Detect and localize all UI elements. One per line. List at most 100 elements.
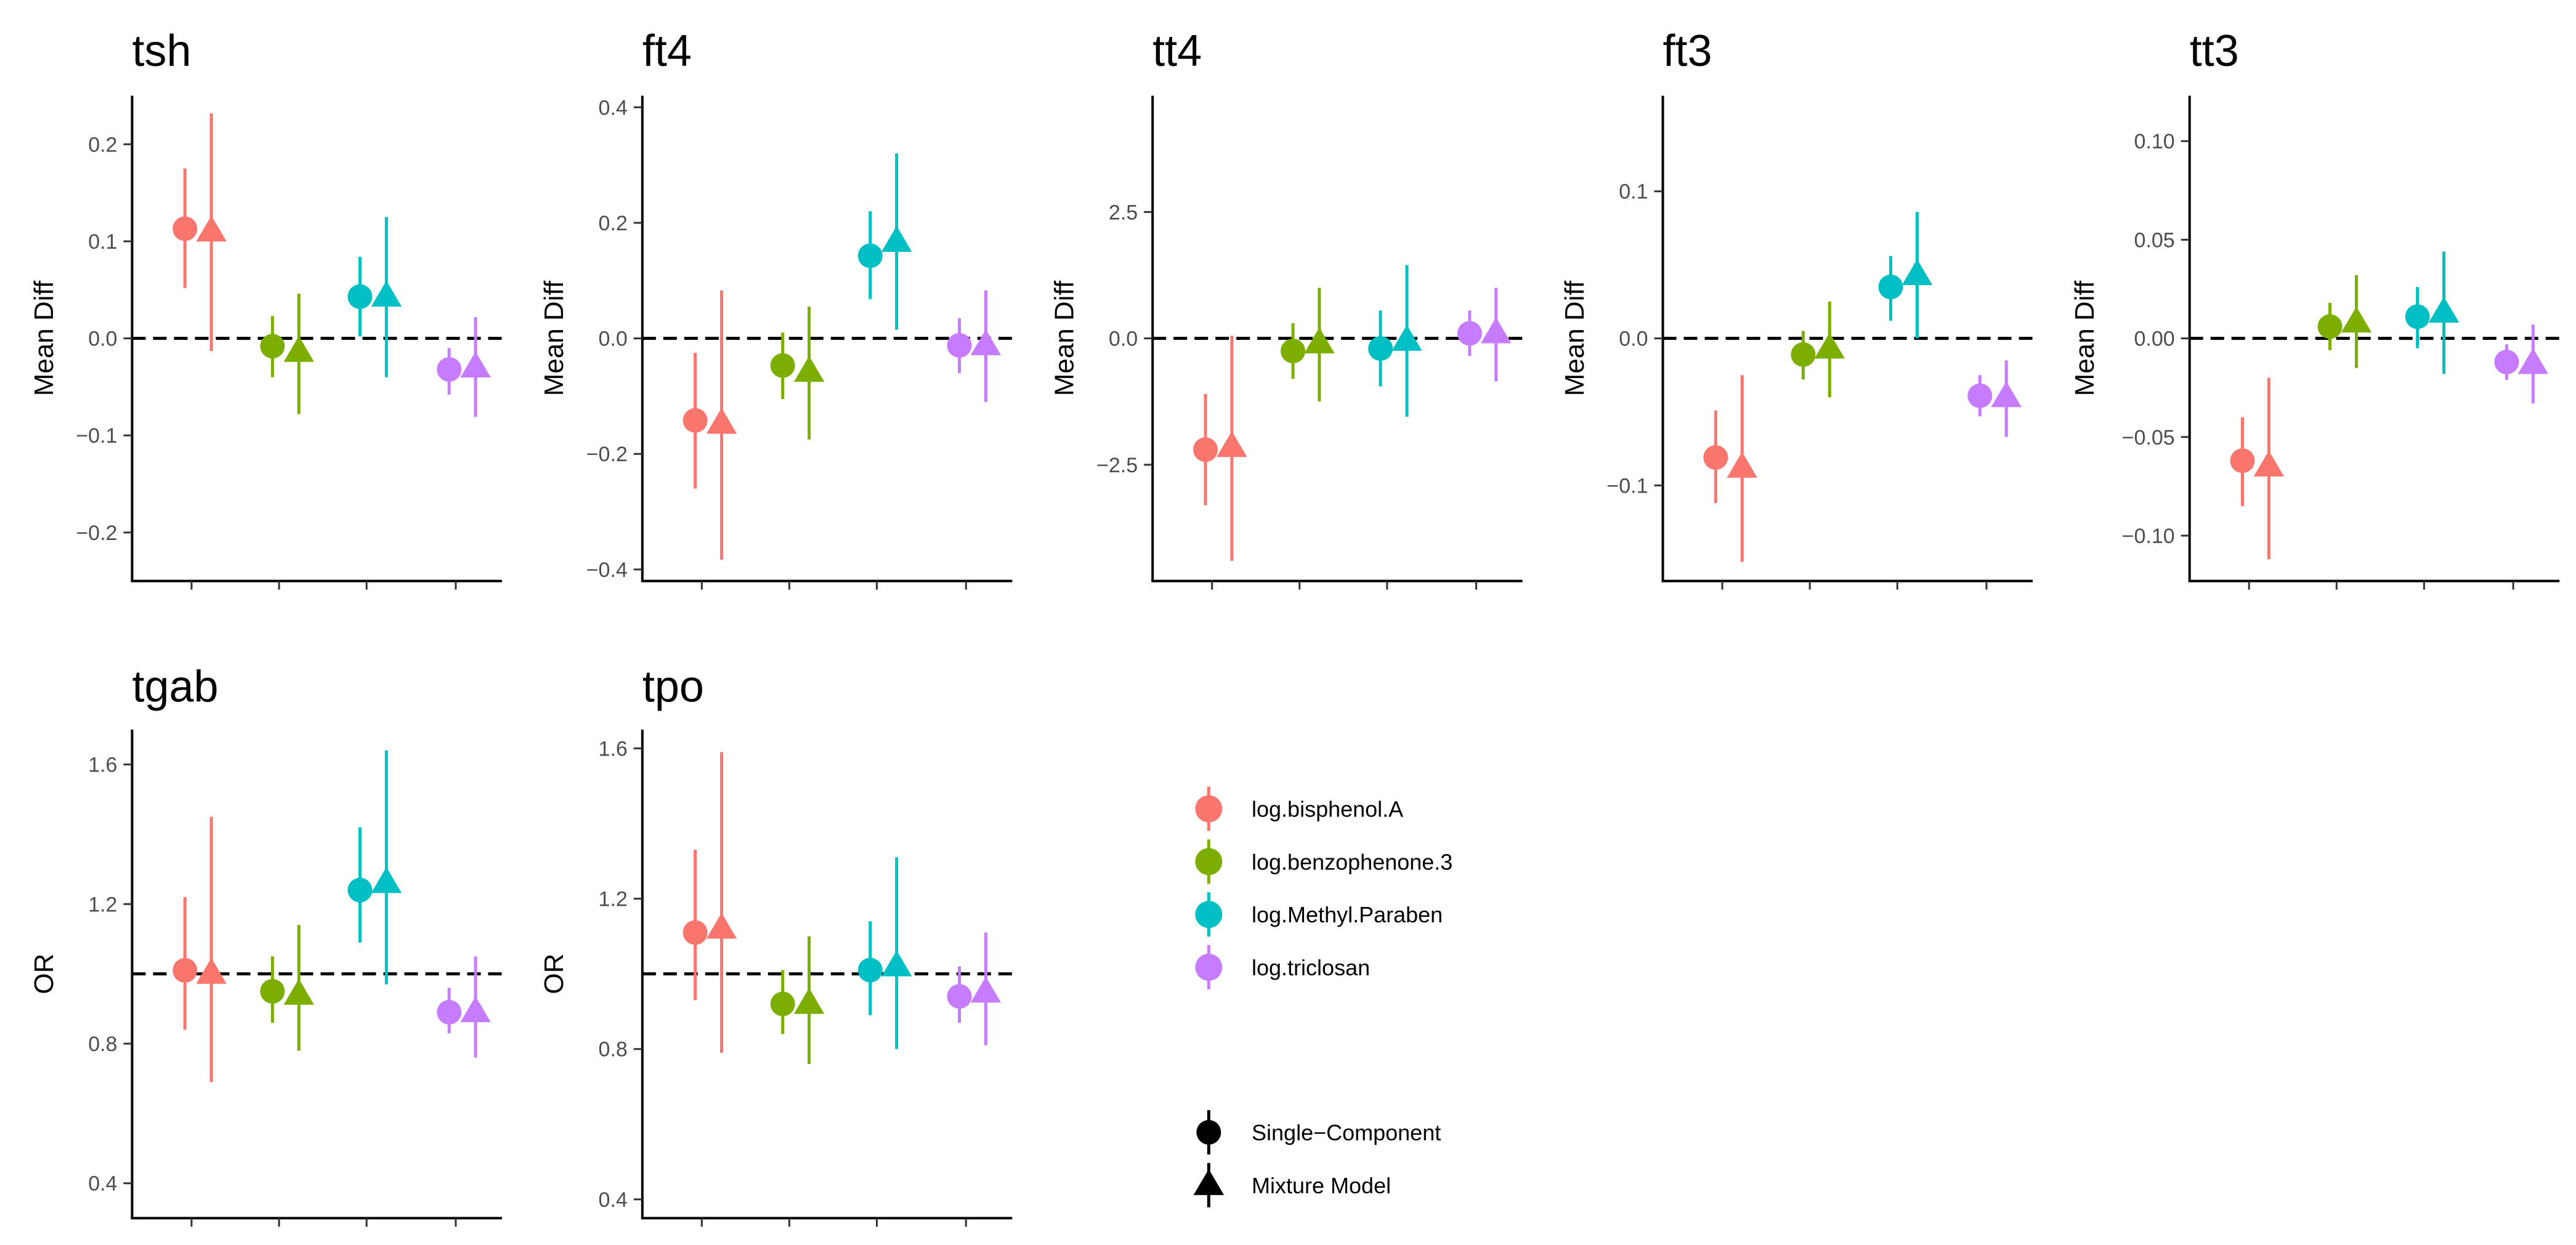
y-tick-label: 0.10 (2134, 130, 2175, 153)
legend-key-circle (1196, 1120, 1221, 1145)
legend-label: log.bisphenol.A (1252, 797, 1403, 822)
point-single-log.triclosan (1457, 321, 1482, 346)
panel-ft3: ft3 Mean Diff 0.1 0.0 −0.1 (1560, 26, 2033, 590)
point-single-log.bisphenol.A (172, 216, 198, 241)
point-single-log.Methyl.Paraben (2405, 304, 2430, 329)
point-mixture-log.triclosan (460, 996, 491, 1023)
point-mixture-log.triclosan (1991, 381, 2022, 408)
panels: tsh Mean Diff 0.2 0.1 0.0 −0.1 −0.2 ft4 Mean Dif… (29, 26, 2560, 1227)
panel-title: tt3 (2190, 26, 2239, 76)
point-mixture-log.triclosan (970, 329, 1002, 355)
y-tick-label: 0.0 (1619, 328, 1648, 351)
point-single-log.benzophenone.3 (260, 334, 285, 359)
legend: log.bisphenol.A log.benzophenone.3 log.Met… (1193, 786, 1452, 1207)
y-tick-label: 0.4 (599, 96, 628, 119)
y-tick-label: −0.10 (2122, 525, 2175, 548)
point-mixture-log.benzophenone.3 (1304, 327, 1335, 353)
panel-tpo: tpo OR 1.6 1.2 0.8 0.4 (539, 662, 1013, 1227)
panel-title: tpo (642, 662, 704, 711)
point-single-log.benzophenone.3 (770, 991, 795, 1017)
point-mixture-log.benzophenone.3 (283, 978, 314, 1005)
y-tick-label: −0.1 (76, 424, 117, 448)
y-tick-label: −0.2 (76, 522, 117, 545)
panel-ft4: ft4 Mean Diff 0.4 0.2 0.0 −0.2 −0.4 (539, 26, 1013, 590)
panel-tt4: tt4 Mean Diff 2.5 0.0 −2.5 (1050, 26, 1523, 590)
y-tick-label: 0.2 (599, 212, 628, 235)
y-tick-label: 0.05 (2134, 228, 2175, 252)
point-single-log.bisphenol.A (2230, 448, 2255, 473)
point-mixture-log.triclosan (970, 977, 1002, 1003)
point-mixture-log.benzophenone.3 (1814, 332, 1845, 359)
legend-item-log.Methyl.Paraben: log.Methyl.Paraben (1195, 892, 1443, 937)
point-mixture-log.bisphenol.A (196, 216, 227, 242)
panel-tgab: tgab OR 1.6 1.2 0.8 0.4 (29, 662, 502, 1227)
legend-key-triangle (1193, 1169, 1225, 1195)
point-mixture-log.Methyl.Paraben (1902, 259, 1933, 285)
point-single-log.Methyl.Paraben (857, 243, 883, 268)
point-mixture-log.benzophenone.3 (283, 336, 314, 362)
point-mixture-log.Methyl.Paraben (881, 225, 912, 252)
point-mixture-log.Methyl.Paraben (881, 950, 912, 977)
y-tick-label: 0.2 (88, 133, 117, 156)
legend-item-circle: Single−Component (1196, 1110, 1441, 1155)
y-tick-label: −2.5 (1096, 454, 1138, 477)
point-single-log.bisphenol.A (682, 408, 708, 433)
point-single-log.Methyl.Paraben (347, 284, 373, 309)
legend-key-circle (1195, 848, 1223, 876)
y-tick-label: 0.1 (1619, 180, 1648, 204)
y-tick-label: 0.00 (2134, 328, 2175, 351)
y-axis-label: Mean Diff (29, 280, 59, 396)
point-single-log.triclosan (437, 1000, 462, 1025)
point-mixture-log.triclosan (1481, 317, 1512, 344)
point-mixture-log.bisphenol.A (706, 408, 737, 434)
point-mixture-log.triclosan (460, 351, 491, 377)
point-single-log.Methyl.Paraben (1878, 274, 1903, 299)
legend-label: log.Methyl.Paraben (1252, 902, 1443, 927)
legend-label: Single−Component (1252, 1120, 1441, 1145)
point-mixture-log.triclosan (2517, 348, 2548, 374)
panel-title: tsh (132, 26, 191, 76)
point-single-log.benzophenone.3 (1281, 339, 1306, 364)
point-mixture-log.bisphenol.A (1727, 451, 1757, 478)
y-tick-label: −0.4 (586, 558, 628, 582)
point-single-log.triclosan (2494, 350, 2519, 375)
point-single-log.triclosan (947, 984, 972, 1009)
y-tick-label: 2.5 (1109, 201, 1138, 224)
legend-key-circle (1195, 795, 1223, 823)
point-single-log.bisphenol.A (172, 957, 198, 983)
point-single-log.Methyl.Paraben (1368, 336, 1393, 361)
y-axis-label: Mean Diff (1560, 280, 1590, 396)
point-mixture-log.benzophenone.3 (793, 988, 825, 1014)
point-mixture-log.bisphenol.A (196, 957, 227, 984)
point-single-log.Methyl.Paraben (347, 877, 373, 903)
point-single-log.bisphenol.A (1703, 445, 1728, 470)
point-single-log.triclosan (947, 332, 972, 358)
y-tick-label: 1.2 (88, 893, 117, 916)
point-single-log.bisphenol.A (682, 920, 708, 945)
point-mixture-log.bisphenol.A (706, 913, 737, 939)
point-mixture-log.Methyl.Paraben (2428, 296, 2460, 323)
y-tick-label: 0.0 (599, 328, 628, 351)
panel-title: ft4 (642, 26, 692, 76)
legend-item-log.benzophenone.3: log.benzophenone.3 (1195, 839, 1452, 884)
point-mixture-log.benzophenone.3 (793, 355, 825, 382)
y-axis-label: Mean Diff (539, 280, 569, 396)
point-mixture-log.bisphenol.A (2253, 450, 2285, 477)
panel-tsh: tsh Mean Diff 0.2 0.1 0.0 −0.1 −0.2 (29, 26, 502, 590)
point-single-log.triclosan (437, 357, 462, 382)
legend-item-log.triclosan: log.triclosan (1195, 945, 1370, 989)
point-mixture-log.benzophenone.3 (2341, 306, 2372, 333)
panel-title: ft3 (1663, 26, 1712, 76)
y-tick-label: 0.0 (1109, 328, 1138, 351)
legend-key-circle (1195, 953, 1223, 981)
y-tick-label: 0.0 (88, 328, 117, 351)
point-mixture-log.Methyl.Paraben (1391, 324, 1422, 351)
y-tick-label: 0.8 (599, 1038, 628, 1062)
y-tick-label: −0.05 (2122, 426, 2175, 449)
point-single-log.bisphenol.A (1193, 437, 1218, 462)
y-tick-label: 1.6 (599, 737, 628, 760)
point-single-log.benzophenone.3 (1791, 342, 1816, 367)
y-tick-label: 1.6 (88, 754, 117, 777)
panel-title: tgab (132, 662, 218, 711)
